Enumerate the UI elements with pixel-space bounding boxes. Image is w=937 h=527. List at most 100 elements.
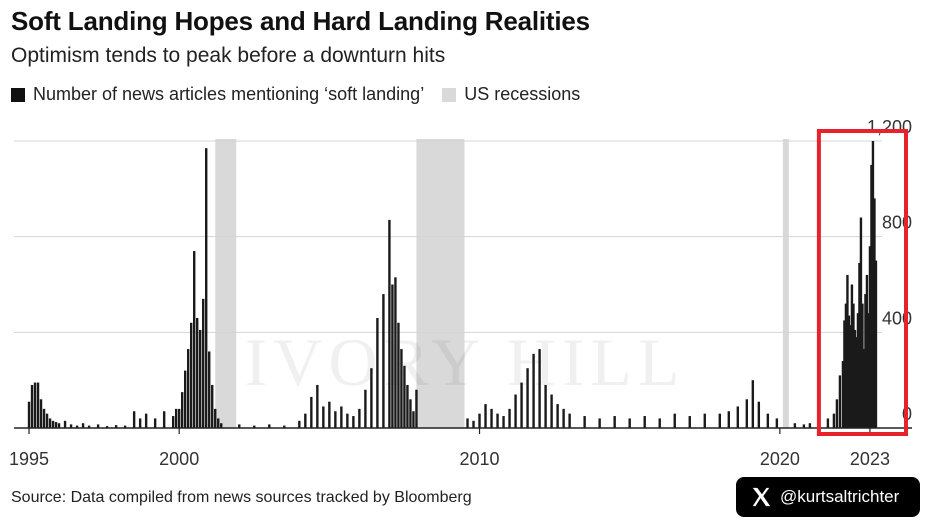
data-bar <box>193 251 196 428</box>
data-bar <box>826 418 830 428</box>
data-bar <box>484 404 487 428</box>
data-bar <box>370 368 373 428</box>
data-bar <box>63 420 67 428</box>
chart-subtitle: Optimism tends to peak before a downturn… <box>11 44 446 67</box>
data-bar <box>873 198 876 428</box>
data-bar <box>199 329 202 428</box>
highlight-box <box>816 129 908 436</box>
data-bar <box>775 418 779 428</box>
x-logo-icon <box>752 487 771 507</box>
data-bar <box>397 322 400 428</box>
data-bar <box>304 413 307 428</box>
data-bar <box>174 408 178 428</box>
data-bar <box>478 413 481 428</box>
data-bar <box>328 401 331 428</box>
data-bar <box>382 294 385 428</box>
data-bar <box>81 423 85 428</box>
data-bar <box>862 349 866 428</box>
x-tick-label: 2023 <box>850 449 890 469</box>
data-bar <box>54 422 58 428</box>
legend-swatch-recessions <box>442 87 457 102</box>
data-bar <box>132 411 136 428</box>
data-bar <box>352 416 355 428</box>
data-bar <box>30 384 34 428</box>
data-bar <box>75 425 79 428</box>
data-bar <box>186 349 190 428</box>
data-bar <box>189 322 193 428</box>
data-bar <box>177 408 181 428</box>
data-bar <box>144 413 148 428</box>
data-bar <box>96 424 100 428</box>
legend-item-articles: Number of news articles mentioning ‘soft… <box>11 84 424 105</box>
data-bar <box>334 411 337 428</box>
data-bar <box>766 413 770 428</box>
recession-band <box>215 139 237 428</box>
data-bar <box>865 274 869 428</box>
data-bar <box>196 317 199 428</box>
data-bar <box>868 246 872 428</box>
data-bar <box>39 399 43 428</box>
social-handle-badge[interactable]: @kurtsaltrichter <box>736 477 920 517</box>
data-bar <box>268 424 271 428</box>
data-bar <box>859 217 863 428</box>
data-bar <box>322 406 325 428</box>
data-bar <box>340 406 343 428</box>
data-bar <box>835 399 839 428</box>
data-bar <box>358 408 361 428</box>
data-bar <box>793 423 797 428</box>
data-bar <box>544 384 547 428</box>
data-bar <box>550 394 553 428</box>
data-bar <box>220 423 223 428</box>
data-bar <box>864 294 867 428</box>
data-bar <box>45 413 49 428</box>
data-bar <box>847 315 851 428</box>
data-bar <box>310 396 313 428</box>
data-bar <box>502 416 505 428</box>
data-bar <box>850 284 854 428</box>
data-bar <box>412 411 415 428</box>
data-bar <box>718 413 721 428</box>
data-bar <box>643 416 646 428</box>
data-bar <box>852 303 855 428</box>
data-bar <box>688 416 691 428</box>
data-bar <box>843 320 846 428</box>
data-bar <box>400 349 403 428</box>
data-bar <box>27 401 31 428</box>
data-bar <box>42 408 46 428</box>
data-bar <box>562 408 565 428</box>
data-bar <box>745 399 749 428</box>
data-bar <box>253 425 256 428</box>
x-tick-label: 2010 <box>459 449 499 469</box>
x-tick-label: 2000 <box>159 449 199 469</box>
data-bar <box>508 408 511 428</box>
data-bar <box>853 329 857 428</box>
data-bar <box>171 416 175 428</box>
data-bar <box>391 284 394 428</box>
chart-title: Soft Landing Hopes and Hard Landing Real… <box>11 6 590 36</box>
data-bar <box>57 423 61 428</box>
data-bar <box>556 404 559 428</box>
data-bar <box>613 416 616 428</box>
source-note: Source: Data compiled from news sources … <box>11 489 472 506</box>
data-bar <box>238 424 241 428</box>
legend-item-recessions: US recessions <box>442 84 580 105</box>
data-bar <box>409 399 412 428</box>
data-bar <box>802 424 806 428</box>
data-bar <box>36 382 40 428</box>
data-bar <box>598 418 601 428</box>
data-bar <box>870 164 873 428</box>
data-bar <box>673 413 676 428</box>
data-bar <box>208 351 211 428</box>
data-bar <box>855 337 858 428</box>
data-bar <box>526 368 529 428</box>
data-bar <box>466 418 469 428</box>
data-bar <box>283 425 286 428</box>
data-bar <box>211 384 214 428</box>
data-bar <box>520 382 523 428</box>
data-bar <box>727 411 730 428</box>
data-bar <box>316 384 319 428</box>
data-bar <box>205 148 208 429</box>
data-bar <box>123 425 127 428</box>
data-bar <box>162 411 166 428</box>
